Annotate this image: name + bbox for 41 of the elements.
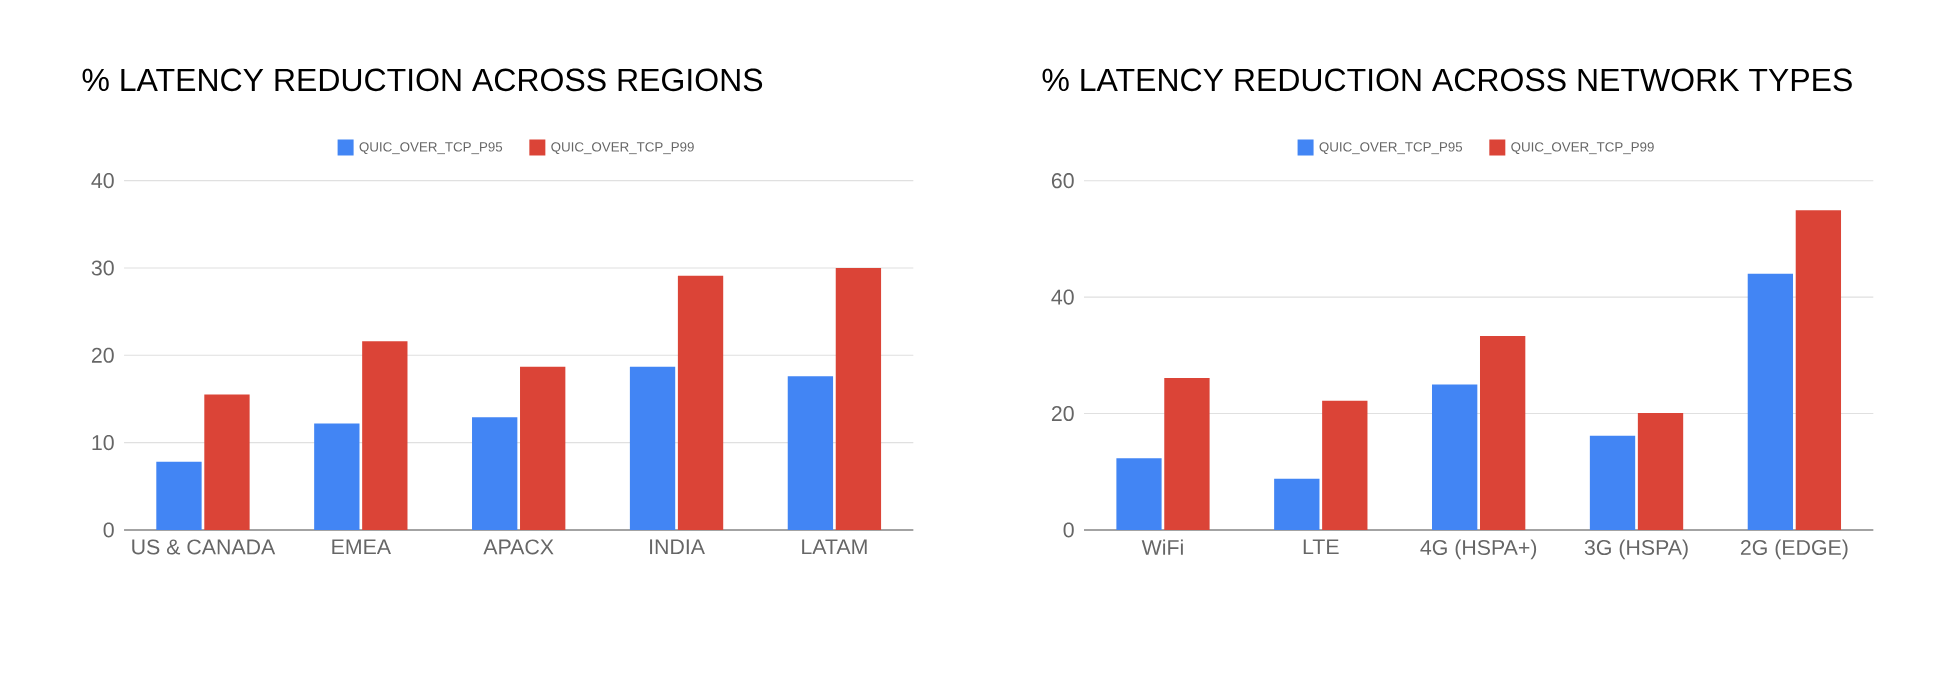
chart-title: % LATENCY REDUCTION ACROSS NETWORK TYPES	[1042, 68, 1852, 92]
bar	[362, 341, 408, 530]
x-tick-label: WiFi	[1141, 539, 1183, 555]
x-tick-label: 3G (HSPA)	[1584, 539, 1688, 560]
y-tick-label: 40	[91, 173, 114, 189]
y-tick-label: 0	[103, 522, 114, 538]
y-tick-label: 20	[91, 347, 114, 363]
bar	[1274, 478, 1320, 530]
y-tick-label: 60	[1051, 173, 1074, 189]
x-tick-label: US & CANADA	[132, 539, 276, 555]
x-tick-label: 4G (HSPA+)	[1420, 539, 1537, 560]
bar	[835, 267, 882, 530]
x-tick-label: LTE	[1303, 539, 1339, 555]
bar	[156, 461, 202, 530]
y-tick-label: 20	[1051, 405, 1074, 422]
y-tick-label: 30	[91, 260, 114, 276]
y-tick-label: 10	[92, 435, 114, 451]
bar	[1589, 435, 1636, 530]
bar	[1747, 273, 1794, 530]
bar	[1322, 400, 1368, 530]
y-tick-label: 40	[1051, 289, 1074, 305]
bar	[1164, 378, 1210, 530]
x-tick-label: LATAM	[802, 539, 867, 555]
y-tick-label: 0	[1063, 522, 1074, 538]
bar	[1637, 412, 1684, 530]
bar	[1795, 210, 1842, 530]
x-tick-label: APACX	[483, 539, 554, 555]
bar	[629, 366, 676, 530]
bar	[520, 366, 566, 530]
x-tick-label: 2G (EDGE)	[1740, 539, 1848, 560]
bar	[1480, 336, 1526, 530]
bar	[204, 394, 250, 530]
x-tick-label: EMEA	[332, 539, 391, 555]
chart-title: % LATENCY REDUCTION ACROSS REGIONS	[82, 68, 763, 92]
bar	[314, 423, 360, 530]
bar	[472, 417, 518, 530]
bar	[1116, 458, 1162, 530]
bar	[677, 275, 724, 530]
bar	[787, 376, 834, 530]
bar	[1432, 384, 1478, 530]
x-tick-label: INDIA	[650, 539, 705, 555]
